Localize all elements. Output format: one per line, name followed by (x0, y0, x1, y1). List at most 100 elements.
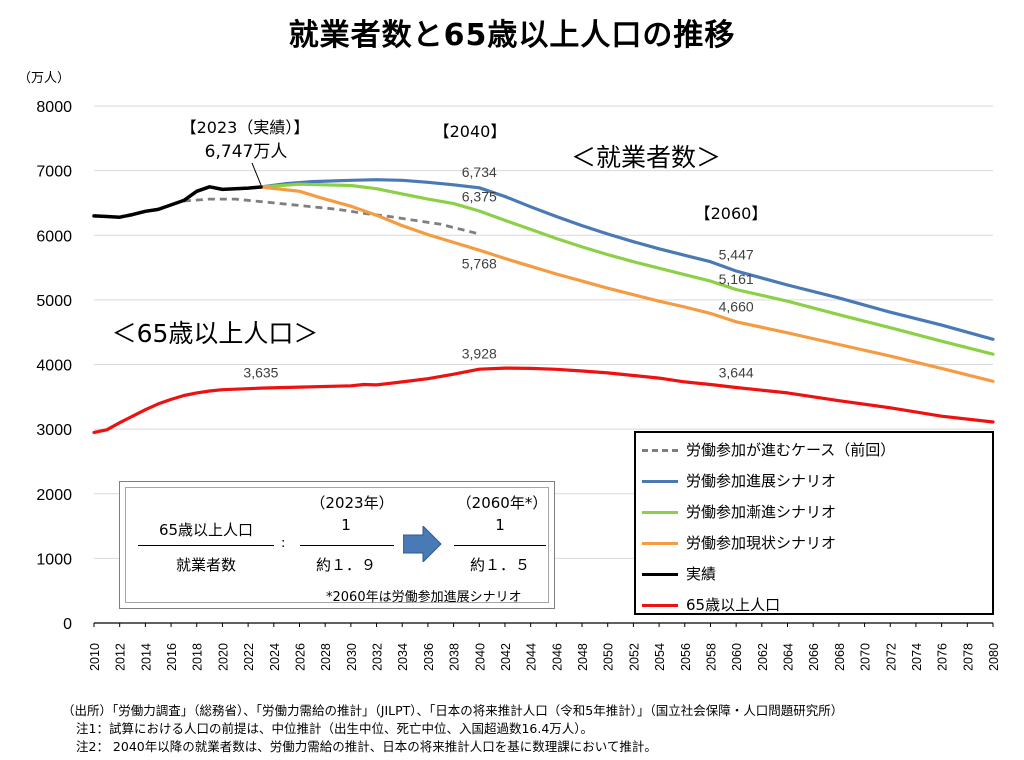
annotation-2023-leader (251, 162, 262, 186)
ratio-fraction-bar-label (138, 545, 274, 546)
x-tick-label: 2066 (807, 643, 821, 671)
ratio-numerator-2023: 1 (341, 516, 351, 534)
x-tick-label: 2070 (859, 643, 873, 671)
x-tick-label: 2068 (833, 643, 847, 671)
ratio-numerator-2060: 1 (495, 516, 505, 534)
x-tick-label: 2032 (371, 643, 385, 671)
annotation-2023-value: 6,747万人 (205, 142, 288, 162)
ratio-footnote: *2060年は労働参加進展シナリオ (326, 590, 522, 605)
x-tick-label: 2048 (576, 643, 590, 671)
legend-swatch (642, 542, 678, 545)
annotation-2023-year: 【2023（実績）】 (181, 118, 310, 137)
ratio-year-2060: （2060年*） (456, 494, 548, 512)
data-label: 3,644 (719, 364, 754, 380)
ratio-fraction-bar-2060 (454, 545, 546, 546)
x-tick-label: 2046 (550, 643, 564, 671)
legend-swatch (642, 449, 678, 452)
legend-label: 労働参加進展シナリオ (686, 472, 837, 490)
legend-label: 実績 (686, 565, 717, 583)
y-tick-label: 4000 (36, 358, 72, 375)
ratio-denominator-label: 就業者数 (175, 556, 237, 574)
x-tick-label: 2026 (293, 643, 307, 671)
x-tick-label: 2050 (602, 643, 616, 671)
y-tick-label: 8000 (36, 99, 72, 116)
x-tick-label: 2030 (345, 643, 359, 671)
legend-item: 労働参加進展シナリオ (642, 470, 837, 490)
legend-swatch (642, 480, 678, 483)
note-source: （出所）「労働力調査」（総務省）、「労働力需給の推計」（JILPT）、「日本の将… (62, 703, 844, 718)
page-title: 就業者数と65歳以上人口の推移 (288, 18, 736, 53)
x-tick-label: 2016 (165, 643, 179, 671)
ratio-box-inner-border (125, 487, 549, 603)
y-tick-label: 6000 (36, 228, 72, 245)
y-tick-label: 5000 (36, 293, 72, 310)
series-line-3 (259, 185, 995, 383)
annotation-2040-year: 【2040】 (434, 122, 507, 141)
x-tick-label: 2080 (987, 643, 1001, 671)
series-line-2 (259, 182, 995, 356)
series-line-4 (92, 185, 263, 219)
series-line-1 (259, 178, 995, 341)
annotation-employed: ＜就業者数＞ (571, 143, 721, 172)
x-tick-label: 2034 (396, 643, 410, 671)
x-tick-label: 2052 (627, 643, 641, 671)
x-tick-label: 2056 (679, 643, 693, 671)
x-tick-label: 2028 (319, 643, 333, 671)
legend-item: 65歳以上人口 (642, 594, 781, 614)
note-1: 注1：試算における人口の前提は、中位推計（出生中位、死亡中位、入国超過数16.4… (76, 721, 594, 736)
y-axis-unit-label: （万人） (18, 71, 70, 86)
x-tick-label: 2040 (473, 643, 487, 671)
y-tick-label: 7000 (36, 164, 72, 181)
x-tick-label: 2010 (88, 643, 102, 671)
legend-item: 実績 (642, 563, 717, 583)
x-tick-label: 2078 (961, 643, 975, 671)
ratio-numerator-label: 65歳以上人口 (158, 521, 254, 539)
x-tick-label: 2044 (525, 643, 539, 671)
ratio-colon: : (281, 536, 286, 551)
ratio-fraction-bar-2023 (300, 545, 394, 546)
legend-label: 労働参加が進むケース（前回） (686, 441, 896, 459)
note-2: 注2： 2040年以降の就業者数は、労働力需給の推計、日本の将来推計人口を基に数… (76, 739, 657, 754)
y-tick-label: 3000 (36, 422, 72, 439)
x-tick-label: 2038 (448, 643, 462, 671)
data-label: 5,768 (462, 256, 497, 272)
x-tick-label: 2036 (422, 643, 436, 671)
source-notes: （出所）「労働力調査」（総務省）、「労働力需給の推計」（JILPT）、「日本の将… (62, 702, 843, 756)
data-label: 3,635 (243, 364, 278, 380)
series-line-0 (183, 197, 480, 236)
data-label: 3,928 (462, 346, 497, 362)
legend-swatch (642, 604, 678, 607)
y-tick-label: 1000 (36, 551, 72, 568)
y-tick-label: 0 (63, 616, 72, 633)
ratio-box: （2023年） （2060年*） 65歳以上人口 就業者数 : 1 約１．９ 1… (119, 481, 555, 609)
x-tick-label: 2060 (730, 643, 744, 671)
x-tick-label: 2074 (910, 643, 924, 671)
x-tick-label: 2072 (884, 643, 898, 671)
data-label: 6,375 (462, 188, 497, 204)
x-tick-label: 2042 (499, 643, 513, 671)
legend-swatch (642, 573, 678, 576)
annotation-2060-year: 【2060】 (695, 204, 768, 223)
x-tick-label: 2014 (139, 643, 153, 671)
legend-item: 労働参加が進むケース（前回） (642, 439, 896, 459)
x-tick-label: 2054 (653, 643, 667, 671)
right-arrow-icon (403, 526, 442, 562)
x-tick-label: 2064 (782, 643, 796, 671)
data-label: 6,734 (462, 164, 497, 180)
series-line-5 (92, 366, 995, 434)
x-tick-label: 2058 (704, 643, 718, 671)
x-tick-label: 2076 (936, 643, 950, 671)
data-label: 5,161 (719, 271, 754, 287)
data-label: 5,447 (719, 247, 754, 263)
ratio-denominator-2023: 約１．９ (315, 556, 377, 574)
legend-item: 労働参加漸進シナリオ (642, 501, 837, 521)
x-tick-label: 2018 (191, 643, 205, 671)
chart-legend: 労働参加が進むケース（前回） 労働参加進展シナリオ 労働参加漸進シナリオ労働参加現状… (634, 431, 994, 615)
legend-label: 65歳以上人口 (686, 596, 781, 614)
legend-swatch (642, 511, 678, 514)
x-tick-label: 2024 (268, 643, 282, 671)
x-tick-label: 2062 (756, 643, 770, 671)
legend-item: 労働参加現状シナリオ (642, 532, 836, 552)
y-tick-label: 2000 (36, 487, 72, 504)
legend-label: 労働参加漸進シナリオ (686, 503, 837, 521)
